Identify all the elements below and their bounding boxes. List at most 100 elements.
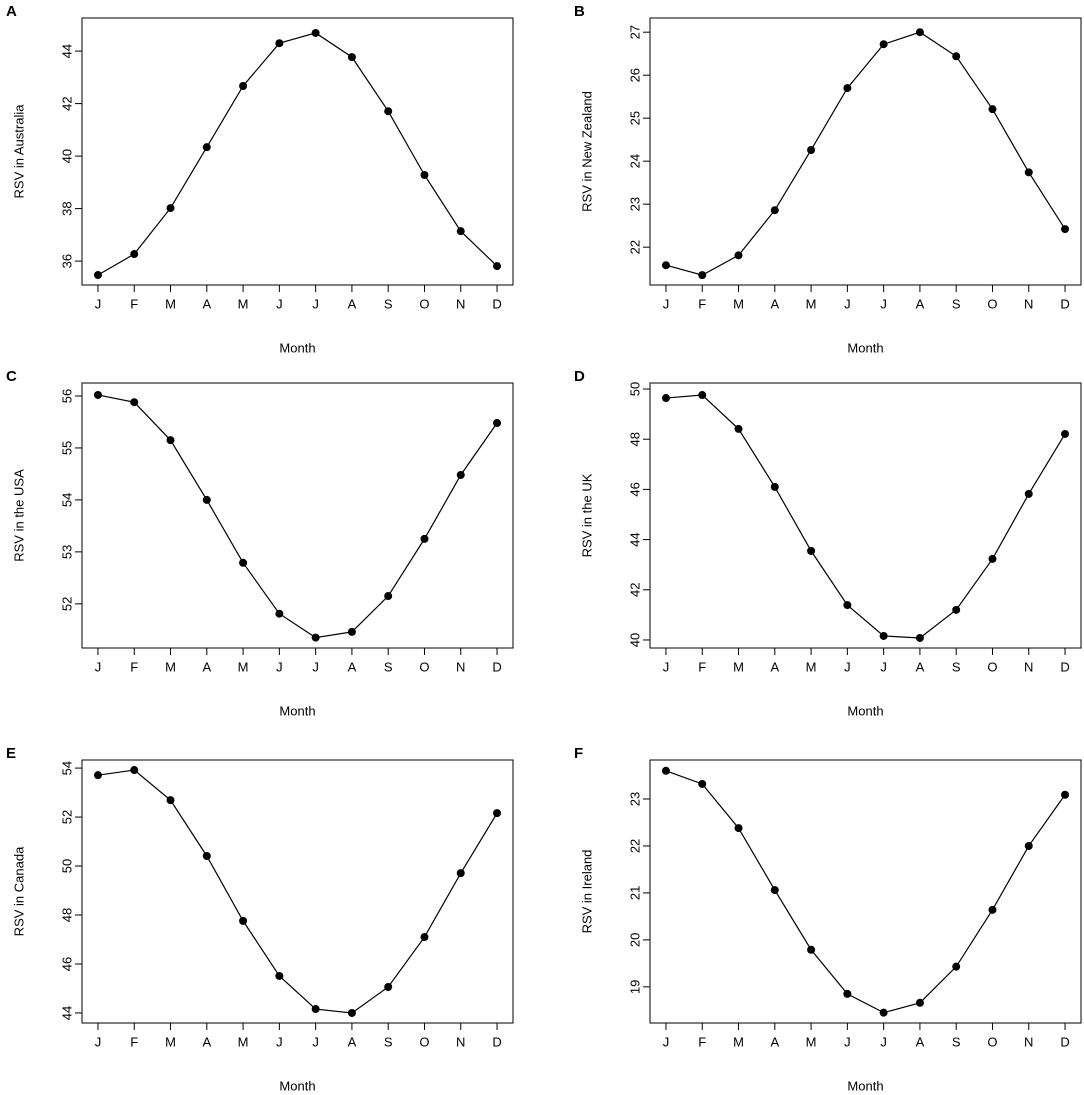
- data-point: [807, 145, 816, 154]
- x-tick-label: N: [456, 659, 465, 674]
- data-point: [952, 52, 961, 61]
- data-point: [420, 170, 429, 179]
- x-tick-label: F: [130, 659, 138, 674]
- x-tick-label: F: [130, 296, 138, 311]
- x-axis-label: Month: [279, 703, 315, 718]
- y-tick-label: 46: [627, 482, 642, 496]
- data-point: [384, 983, 393, 992]
- x-tick-label: A: [770, 659, 779, 674]
- x-axis-label: Month: [847, 1078, 883, 1093]
- y-axis-label: RSV in Canada: [11, 846, 26, 936]
- x-tick-label: D: [492, 1034, 501, 1049]
- data-point: [661, 766, 670, 775]
- x-tick-label: M: [733, 1034, 744, 1049]
- x-tick-label: O: [419, 1034, 429, 1049]
- y-tick-label: 55: [59, 441, 74, 455]
- x-tick-label: J: [312, 296, 319, 311]
- x-tick-label: O: [987, 1034, 997, 1049]
- x-tick-label: D: [492, 659, 501, 674]
- data-point: [807, 546, 816, 555]
- data-point: [384, 592, 393, 601]
- data-point: [493, 419, 502, 428]
- data-point: [698, 779, 707, 788]
- data-point: [239, 916, 248, 925]
- y-tick-label: 54: [59, 493, 74, 507]
- data-point: [311, 633, 320, 642]
- x-tick-label: O: [987, 296, 997, 311]
- y-axis-label: RSV in the USA: [11, 469, 26, 562]
- data-point: [93, 771, 102, 780]
- panel-label: E: [6, 745, 16, 762]
- data-point: [456, 470, 465, 479]
- data-point: [275, 971, 284, 980]
- data-point: [239, 81, 248, 90]
- y-tick-label: 56: [59, 389, 74, 403]
- data-point: [770, 482, 779, 491]
- data-point: [698, 271, 707, 280]
- data-point: [384, 107, 393, 116]
- x-tick-label: S: [384, 659, 393, 674]
- x-tick-label: A: [916, 1034, 925, 1049]
- panel-label: C: [6, 368, 17, 385]
- data-point: [347, 53, 356, 62]
- x-tick-label: J: [880, 1034, 887, 1049]
- x-tick-label: A: [348, 296, 357, 311]
- x-tick-label: J: [844, 1034, 851, 1049]
- panel-label: D: [574, 368, 585, 385]
- data-point: [807, 945, 816, 954]
- data-point: [952, 962, 961, 971]
- data-point: [202, 851, 211, 860]
- x-tick-label: M: [165, 1034, 176, 1049]
- x-tick-label: M: [806, 1034, 817, 1049]
- x-tick-label: D: [1060, 296, 1069, 311]
- data-point: [879, 1008, 888, 1017]
- data-point: [1061, 429, 1070, 438]
- data-point: [770, 206, 779, 215]
- data-point: [493, 262, 502, 271]
- data-point: [202, 495, 211, 504]
- data-point: [988, 905, 997, 914]
- y-tick-label: 40: [627, 633, 642, 647]
- x-tick-label: J: [844, 296, 851, 311]
- data-line: [665, 31, 1066, 276]
- x-tick-label: S: [384, 1034, 393, 1049]
- x-tick-label: J: [312, 1034, 319, 1049]
- y-tick-label: 46: [59, 957, 74, 971]
- data-point: [661, 261, 670, 270]
- x-tick-label: O: [419, 296, 429, 311]
- y-tick-label: 36: [59, 254, 74, 268]
- y-tick-label: 53: [59, 545, 74, 559]
- x-tick-label: F: [698, 1034, 706, 1049]
- x-tick-label: N: [456, 1034, 465, 1049]
- y-tick-label: 27: [627, 25, 642, 39]
- x-tick-label: M: [238, 1034, 249, 1049]
- y-axis-label: RSV in Australia: [11, 104, 26, 199]
- data-point: [734, 251, 743, 260]
- data-line: [97, 32, 498, 276]
- x-tick-label: S: [952, 296, 961, 311]
- plot-frame: [649, 759, 1082, 1024]
- data-point: [166, 436, 175, 445]
- data-point: [879, 631, 888, 640]
- data-point: [770, 886, 779, 895]
- data-point: [456, 869, 465, 878]
- y-tick-label: 20: [627, 933, 642, 947]
- data-point: [93, 271, 102, 280]
- y-tick-label: 48: [59, 908, 74, 922]
- x-tick-label: N: [456, 296, 465, 311]
- y-tick-label: 24: [627, 154, 642, 168]
- y-tick-label: 44: [59, 1006, 74, 1020]
- data-point: [347, 1008, 356, 1017]
- y-tick-label: 22: [627, 839, 642, 853]
- data-line: [665, 394, 1066, 639]
- y-tick-label: 52: [59, 810, 74, 824]
- data-point: [915, 28, 924, 37]
- data-point: [698, 391, 707, 400]
- plot-frame: [81, 759, 514, 1024]
- y-tick-label: 23: [627, 197, 642, 211]
- x-tick-label: O: [419, 659, 429, 674]
- data-point: [311, 1005, 320, 1014]
- x-axis-label: Month: [279, 340, 315, 355]
- data-point: [420, 534, 429, 543]
- y-tick-label: 26: [627, 68, 642, 82]
